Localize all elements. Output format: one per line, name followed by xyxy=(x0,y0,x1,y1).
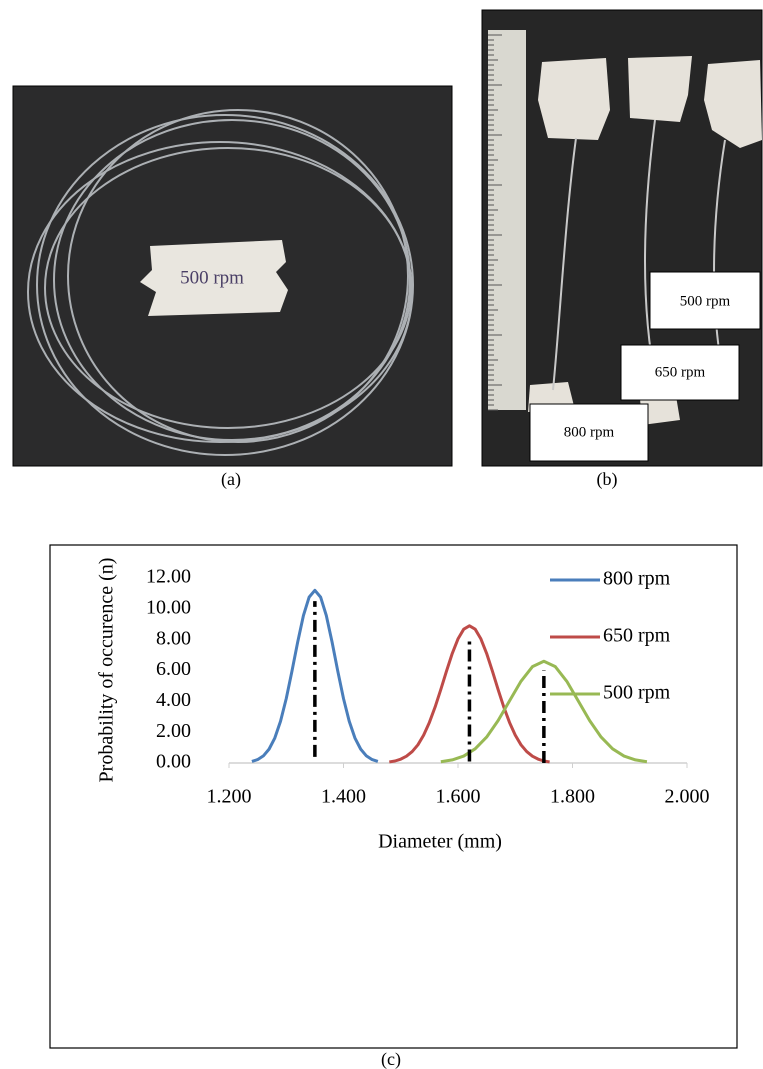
legend-label: 650 rpm xyxy=(603,625,671,647)
series-line xyxy=(251,588,379,763)
series-line xyxy=(389,624,550,764)
panel-label: (a) xyxy=(221,469,241,490)
tag-box xyxy=(529,403,649,462)
x-axis-title: Diameter (mm) xyxy=(378,831,502,853)
y-tick-label: 10.00 xyxy=(146,596,191,618)
x-tick-label: 1.400 xyxy=(321,786,366,808)
panel-label: (b) xyxy=(597,469,618,490)
tag-text: 650 rpm xyxy=(655,364,706,380)
series-line xyxy=(440,659,648,764)
y-tick-label: 12.00 xyxy=(146,566,191,588)
y-tick-label: 2.00 xyxy=(156,720,191,742)
x-tick-label: 1.200 xyxy=(207,786,252,808)
tag-text: 500 rpm xyxy=(680,293,731,309)
ruler xyxy=(488,30,526,410)
tag-box xyxy=(620,344,740,401)
tag-text: 800 rpm xyxy=(564,424,615,440)
tag-text: 500 rpm xyxy=(180,267,244,288)
coil xyxy=(27,109,414,456)
x-tick-label: 1.600 xyxy=(436,786,481,808)
y-tick-label: 0.00 xyxy=(156,751,191,773)
tag-box xyxy=(649,271,761,330)
y-tick-label: 8.00 xyxy=(156,627,191,649)
panel-label: (c) xyxy=(381,1049,401,1069)
ruler-ticks xyxy=(488,34,502,411)
legend-label: 500 rpm xyxy=(603,682,671,704)
x-tick-label: 2.000 xyxy=(665,786,710,808)
chart: 0.00 2.00 4.00 6.00 8.00 10.00 12.00 1.200 1.400… xyxy=(146,566,710,808)
legend-label: 800 rpm xyxy=(603,568,671,590)
tapes xyxy=(528,56,762,425)
y-tick-label: 4.00 xyxy=(156,689,191,711)
y-tick-label: 6.00 xyxy=(156,658,191,680)
y-axis-title: Probability of occurence (n) xyxy=(96,558,118,783)
chart-frame xyxy=(49,544,738,1049)
x-tick-label: 1.800 xyxy=(550,786,595,808)
paper-tag xyxy=(140,240,288,316)
